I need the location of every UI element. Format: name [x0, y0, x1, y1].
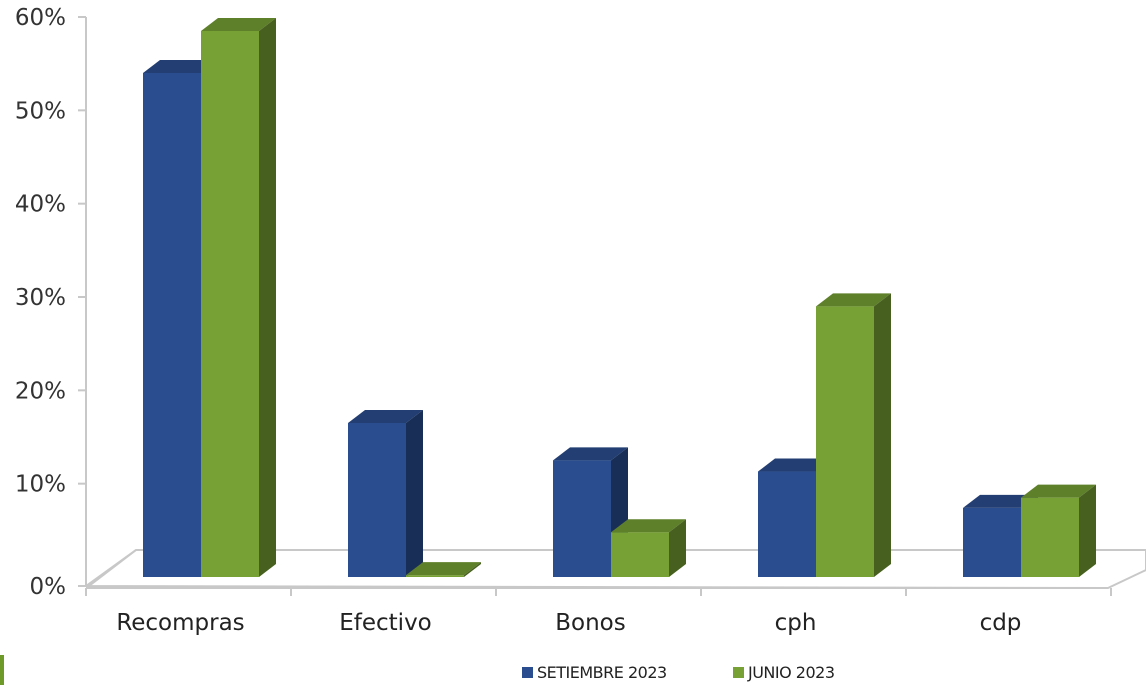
x-tick-label: Recompras: [116, 610, 244, 636]
bar-top: [758, 458, 833, 472]
legend-item: JUNIO 2023: [733, 663, 835, 682]
legend-item: SETIEMBRE 2023: [522, 663, 667, 682]
bar-top: [1021, 484, 1096, 498]
bar: [1021, 484, 1096, 577]
bar-front: [611, 532, 669, 577]
legend-label: JUNIO 2023: [747, 663, 835, 682]
bar-top: [201, 18, 276, 31]
bar-front: [1021, 497, 1079, 577]
bar-side: [874, 293, 891, 577]
bar-side: [464, 562, 481, 577]
y-tick-label: 40%: [15, 192, 66, 218]
legend-swatch: [733, 667, 744, 678]
floor-left-edge: [88, 549, 137, 587]
bar-top: [406, 562, 481, 576]
y-tick-label: 50%: [15, 98, 66, 124]
bar: [406, 562, 481, 577]
bar-front: [963, 507, 1021, 577]
left-accent-bar: [0, 655, 4, 685]
bar-side: [1079, 484, 1096, 577]
x-tick-label: cdp: [980, 610, 1022, 636]
bar-front: [816, 306, 874, 577]
y-tick-label: 10%: [15, 472, 66, 498]
bar: [201, 18, 276, 577]
bar: [816, 293, 891, 577]
bar-front: [348, 423, 406, 577]
y-tick-label: 0%: [30, 574, 67, 600]
bar-side: [259, 18, 276, 577]
bar-top: [348, 410, 423, 423]
bar-front: [143, 73, 201, 577]
bar-front: [406, 575, 464, 577]
x-tick-label: Efectivo: [339, 610, 432, 636]
y-tick-label: 20%: [15, 378, 66, 404]
x-tick-label: cph: [775, 610, 817, 636]
bar-side: [669, 519, 686, 577]
bar-top: [143, 60, 218, 73]
bar-front: [201, 31, 259, 577]
bar-front: [758, 471, 816, 577]
bar: [611, 519, 686, 577]
bar-top: [553, 447, 628, 461]
y-tick-label: 60%: [15, 5, 66, 31]
bar: [348, 410, 423, 577]
bar-top: [816, 293, 891, 307]
x-tick-label: Bonos: [555, 610, 625, 636]
bar-top: [611, 519, 686, 533]
legend-label: SETIEMBRE 2023: [537, 663, 667, 682]
bar-top: [963, 494, 1038, 508]
bar: [553, 447, 628, 577]
bar-front: [553, 460, 611, 577]
legend-swatch: [522, 667, 533, 678]
y-tick-label: 30%: [15, 285, 66, 311]
bar-side: [406, 410, 423, 577]
